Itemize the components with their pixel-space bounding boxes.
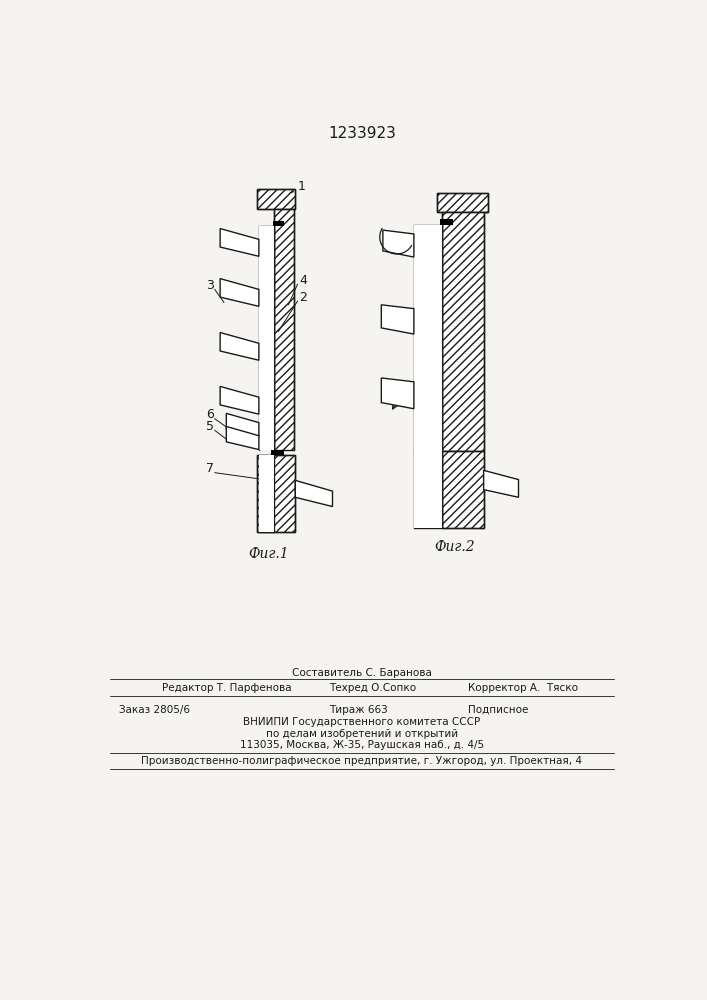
Text: Фиг.1: Фиг.1: [248, 547, 288, 561]
Bar: [259, 226, 274, 450]
Bar: [257, 189, 296, 209]
Bar: [442, 451, 484, 528]
Polygon shape: [484, 470, 518, 497]
Text: Корректор А.  Тяско: Корректор А. Тяско: [468, 683, 578, 693]
Polygon shape: [220, 333, 259, 360]
Text: Производственно-полиграфическое предприятие, г. Ужгород, ул. Проектная, 4: Производственно-полиграфическое предприя…: [141, 756, 583, 766]
Bar: [271, 450, 284, 455]
Bar: [257, 455, 296, 532]
Text: Составитель С. Баранова: Составитель С. Баранова: [292, 668, 432, 678]
Bar: [273, 221, 284, 226]
Bar: [274, 209, 293, 450]
Polygon shape: [226, 413, 259, 436]
Polygon shape: [381, 305, 414, 334]
Polygon shape: [381, 378, 414, 409]
Text: 2: 2: [299, 291, 307, 304]
Text: по делам изобретений и открытий: по делам изобретений и открытий: [266, 729, 458, 739]
Text: ВНИИПИ Государственного комитета СССР: ВНИИПИ Государственного комитета СССР: [243, 717, 481, 727]
Polygon shape: [383, 230, 414, 257]
Polygon shape: [220, 229, 259, 256]
Text: 113035, Москва, Ж-35, Раушская наб., д. 4/5: 113035, Москва, Ж-35, Раушская наб., д. …: [240, 740, 484, 750]
Polygon shape: [226, 426, 259, 450]
Text: 5: 5: [206, 420, 214, 433]
Text: 6: 6: [206, 408, 214, 421]
Bar: [440, 219, 452, 225]
Text: Фиг.2: Фиг.2: [434, 540, 474, 554]
Polygon shape: [220, 279, 259, 306]
Bar: [259, 455, 274, 532]
Bar: [414, 225, 442, 451]
Text: 3: 3: [206, 279, 214, 292]
Bar: [257, 189, 296, 209]
Text: 1233923: 1233923: [328, 126, 396, 141]
Bar: [437, 193, 489, 212]
Bar: [442, 212, 484, 451]
Text: Заказ 2805/6: Заказ 2805/6: [119, 705, 190, 715]
Text: Подписное: Подписное: [468, 705, 529, 715]
Bar: [414, 451, 442, 528]
Text: 1: 1: [298, 180, 305, 193]
Polygon shape: [220, 386, 259, 414]
Text: 7: 7: [206, 462, 214, 475]
Text: Редактор Т. Парфенова: Редактор Т. Парфенова: [162, 683, 291, 693]
Polygon shape: [296, 480, 332, 507]
Text: 4: 4: [299, 274, 307, 287]
Text: Тираж 663: Тираж 663: [329, 705, 387, 715]
Bar: [257, 455, 296, 532]
Text: Техред О.Сопко: Техред О.Сопко: [329, 683, 416, 693]
Bar: [437, 193, 489, 212]
Bar: [442, 451, 484, 528]
